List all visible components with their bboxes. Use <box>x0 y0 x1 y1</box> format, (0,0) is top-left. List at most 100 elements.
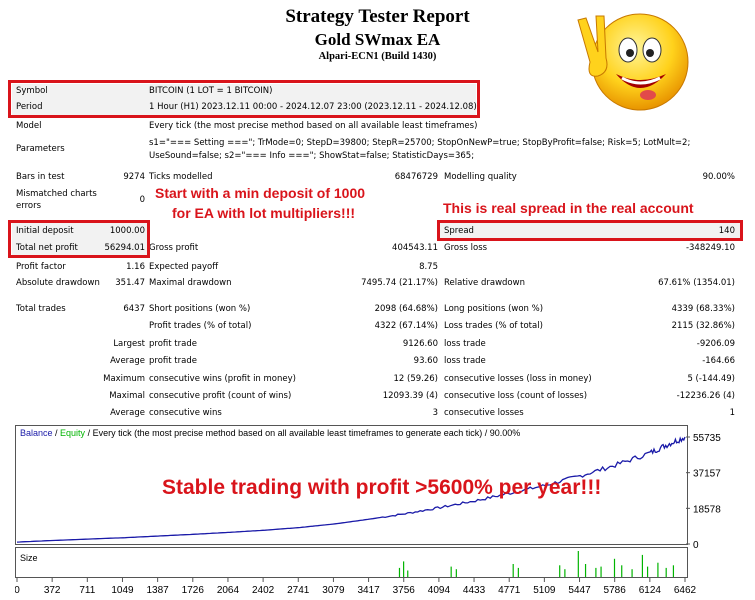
expected-payoff-value: 8.75 <box>419 262 438 272</box>
mismatch-label-1: Mismatched charts <box>16 189 97 199</box>
initial-deposit-label: Initial deposit <box>16 226 74 236</box>
y-tick-label: 37157 <box>693 469 721 480</box>
symbol-value: BITCOIN (1 LOT = 1 BITCOIN) <box>149 86 273 96</box>
model-value: Every tick (the most precise method base… <box>149 121 478 131</box>
x-tick-label: 0 <box>15 585 20 596</box>
spread-label: Spread <box>444 226 474 236</box>
initial-deposit-value: 1000.00 <box>109 226 145 236</box>
min-deposit-note-1: Start with a min deposit of 1000 <box>155 185 366 201</box>
maximal-cons-loss-label: consecutive loss (count of losses) <box>444 391 588 401</box>
maximal-cons-loss-value: -12236.26 (4) <box>676 391 735 401</box>
long-positions-label: Long positions (won %) <box>444 304 544 314</box>
ea-name: Gold SWmax EA <box>314 30 441 49</box>
x-tick-label: 4771 <box>498 585 521 596</box>
parameters-line-1: s1="=== Setting ==="; TrMode=0; StepD=39… <box>149 138 691 148</box>
balance-chart: Balance / Equity / Every tick (the most … <box>15 425 721 596</box>
model-label: Model <box>16 121 42 131</box>
abs-drawdown-label: Absolute drawdown <box>16 278 100 288</box>
average-label: Average <box>110 356 145 366</box>
gross-loss-label: Gross loss <box>444 243 488 253</box>
quality-label: Modelling quality <box>444 172 517 182</box>
gross-profit-value: 404543.11 <box>392 243 438 253</box>
short-positions-label: Short positions (won %) <box>149 304 251 314</box>
x-tick-label: 3756 <box>393 585 416 596</box>
largest-profit-value: 9126.60 <box>402 339 438 349</box>
profit-trades-value: 4322 (67.14%) <box>374 321 438 331</box>
x-tick-label: 2064 <box>217 585 240 596</box>
x-tick-label: 3417 <box>357 585 380 596</box>
x-tick-label: 6462 <box>674 585 697 596</box>
average-loss-value: -164.66 <box>702 356 735 366</box>
balance-series-line <box>16 436 686 543</box>
profit-trades-label: Profit trades (% of total) <box>149 321 252 331</box>
chart-legend: Balance / Equity / Every tick (the most … <box>20 428 520 438</box>
quality-value: 90.00% <box>702 172 735 182</box>
net-profit-value: 56294.01 <box>104 243 145 253</box>
legend-description: / Every tick (the most precise method ba… <box>85 428 520 438</box>
profit-factor-label: Profit factor <box>16 262 66 272</box>
x-tick-label: 5786 <box>604 585 627 596</box>
largest-profit-label: profit trade <box>149 339 197 349</box>
expected-payoff-label: Expected payoff <box>149 262 219 272</box>
x-tick-label: 1726 <box>182 585 205 596</box>
gross-loss-value: -348249.10 <box>685 243 735 253</box>
maximal-cons-profit-value: 12093.39 (4) <box>382 391 438 401</box>
rel-drawdown-label: Relative drawdown <box>444 278 525 288</box>
bars-value: 9274 <box>123 172 145 182</box>
avg-cons-wins-value: 3 <box>432 408 438 418</box>
legend-equity: Equity <box>60 428 86 438</box>
gross-profit-label: Gross profit <box>149 243 199 253</box>
max-cons-losses-label: consecutive losses (loss in money) <box>444 374 592 384</box>
max-cons-wins-label: consecutive wins (profit in money) <box>149 374 296 384</box>
max-cons-losses-value: 5 (-144.49) <box>687 374 735 384</box>
largest-label: Largest <box>113 339 145 349</box>
spread-value: 140 <box>718 226 735 236</box>
x-tick-label: 2741 <box>287 585 310 596</box>
y-tick-label: 55735 <box>693 433 721 444</box>
spread-note: This is real spread in the real account <box>443 200 694 216</box>
max-drawdown-value: 7495.74 (21.17%) <box>361 278 438 288</box>
mismatch-value: 0 <box>139 195 145 205</box>
largest-loss-label: loss trade <box>444 339 486 349</box>
legend-separator: / <box>53 428 61 438</box>
loss-trades-value: 2115 (32.86%) <box>671 321 735 331</box>
average-loss-label: loss trade <box>444 356 486 366</box>
maximal-label: Maximal <box>109 391 145 401</box>
avg-cons-wins-label: consecutive wins <box>149 408 222 418</box>
x-tick-label: 372 <box>44 585 61 596</box>
period-label: Period <box>16 102 43 112</box>
profit-factor-value: 1.16 <box>126 262 145 272</box>
avg-cons-losses-value: 1 <box>729 408 735 418</box>
ticks-label: Ticks modelled <box>149 172 213 182</box>
average-profit-value: 93.60 <box>413 356 438 366</box>
mismatch-label-2: errors <box>16 201 42 211</box>
x-tick-label: 6124 <box>639 585 662 596</box>
average-profit-label: profit trade <box>149 356 197 366</box>
maximum-label: Maximum <box>103 374 145 384</box>
max-cons-wins-value: 12 (59.26) <box>393 374 438 384</box>
average-cons-label: Average <box>110 408 145 418</box>
report-title: Strategy Tester Report <box>285 6 470 27</box>
bars-label: Bars in test <box>16 172 65 182</box>
long-positions-value: 4339 (68.33%) <box>671 304 735 314</box>
legend-balance: Balance <box>20 428 53 438</box>
x-tick-label: 1049 <box>111 585 134 596</box>
parameters-line-2: UseSound=false; s2="=== Info ==="; ShowS… <box>149 151 475 161</box>
x-tick-label: 5109 <box>533 585 556 596</box>
deposit-profit-highlight <box>8 220 150 258</box>
x-tick-label: 3079 <box>322 585 345 596</box>
rel-drawdown-value: 67.61% (1354.01) <box>658 278 735 288</box>
stable-trading-note: Stable trading with profit >5600% per ye… <box>162 476 602 499</box>
ticks-value: 68476729 <box>394 172 438 182</box>
y-tick-label: 0 <box>693 540 699 551</box>
x-tick-label: 1387 <box>147 585 170 596</box>
abs-drawdown-value: 351.47 <box>115 278 145 288</box>
broker-build: Alpari-ECN1 (Build 1430) <box>318 51 437 62</box>
period-value: 1 Hour (H1) 2023.12.11 00:00 - 2024.12.0… <box>149 102 477 112</box>
x-tick-label: 4433 <box>463 585 486 596</box>
size-label: Size <box>20 553 38 563</box>
total-trades-value: 6437 <box>123 304 145 314</box>
smiley-peace-icon <box>577 13 689 111</box>
largest-loss-value: -9206.09 <box>696 339 735 349</box>
maximal-cons-profit-label: consecutive profit (count of wins) <box>149 391 292 401</box>
